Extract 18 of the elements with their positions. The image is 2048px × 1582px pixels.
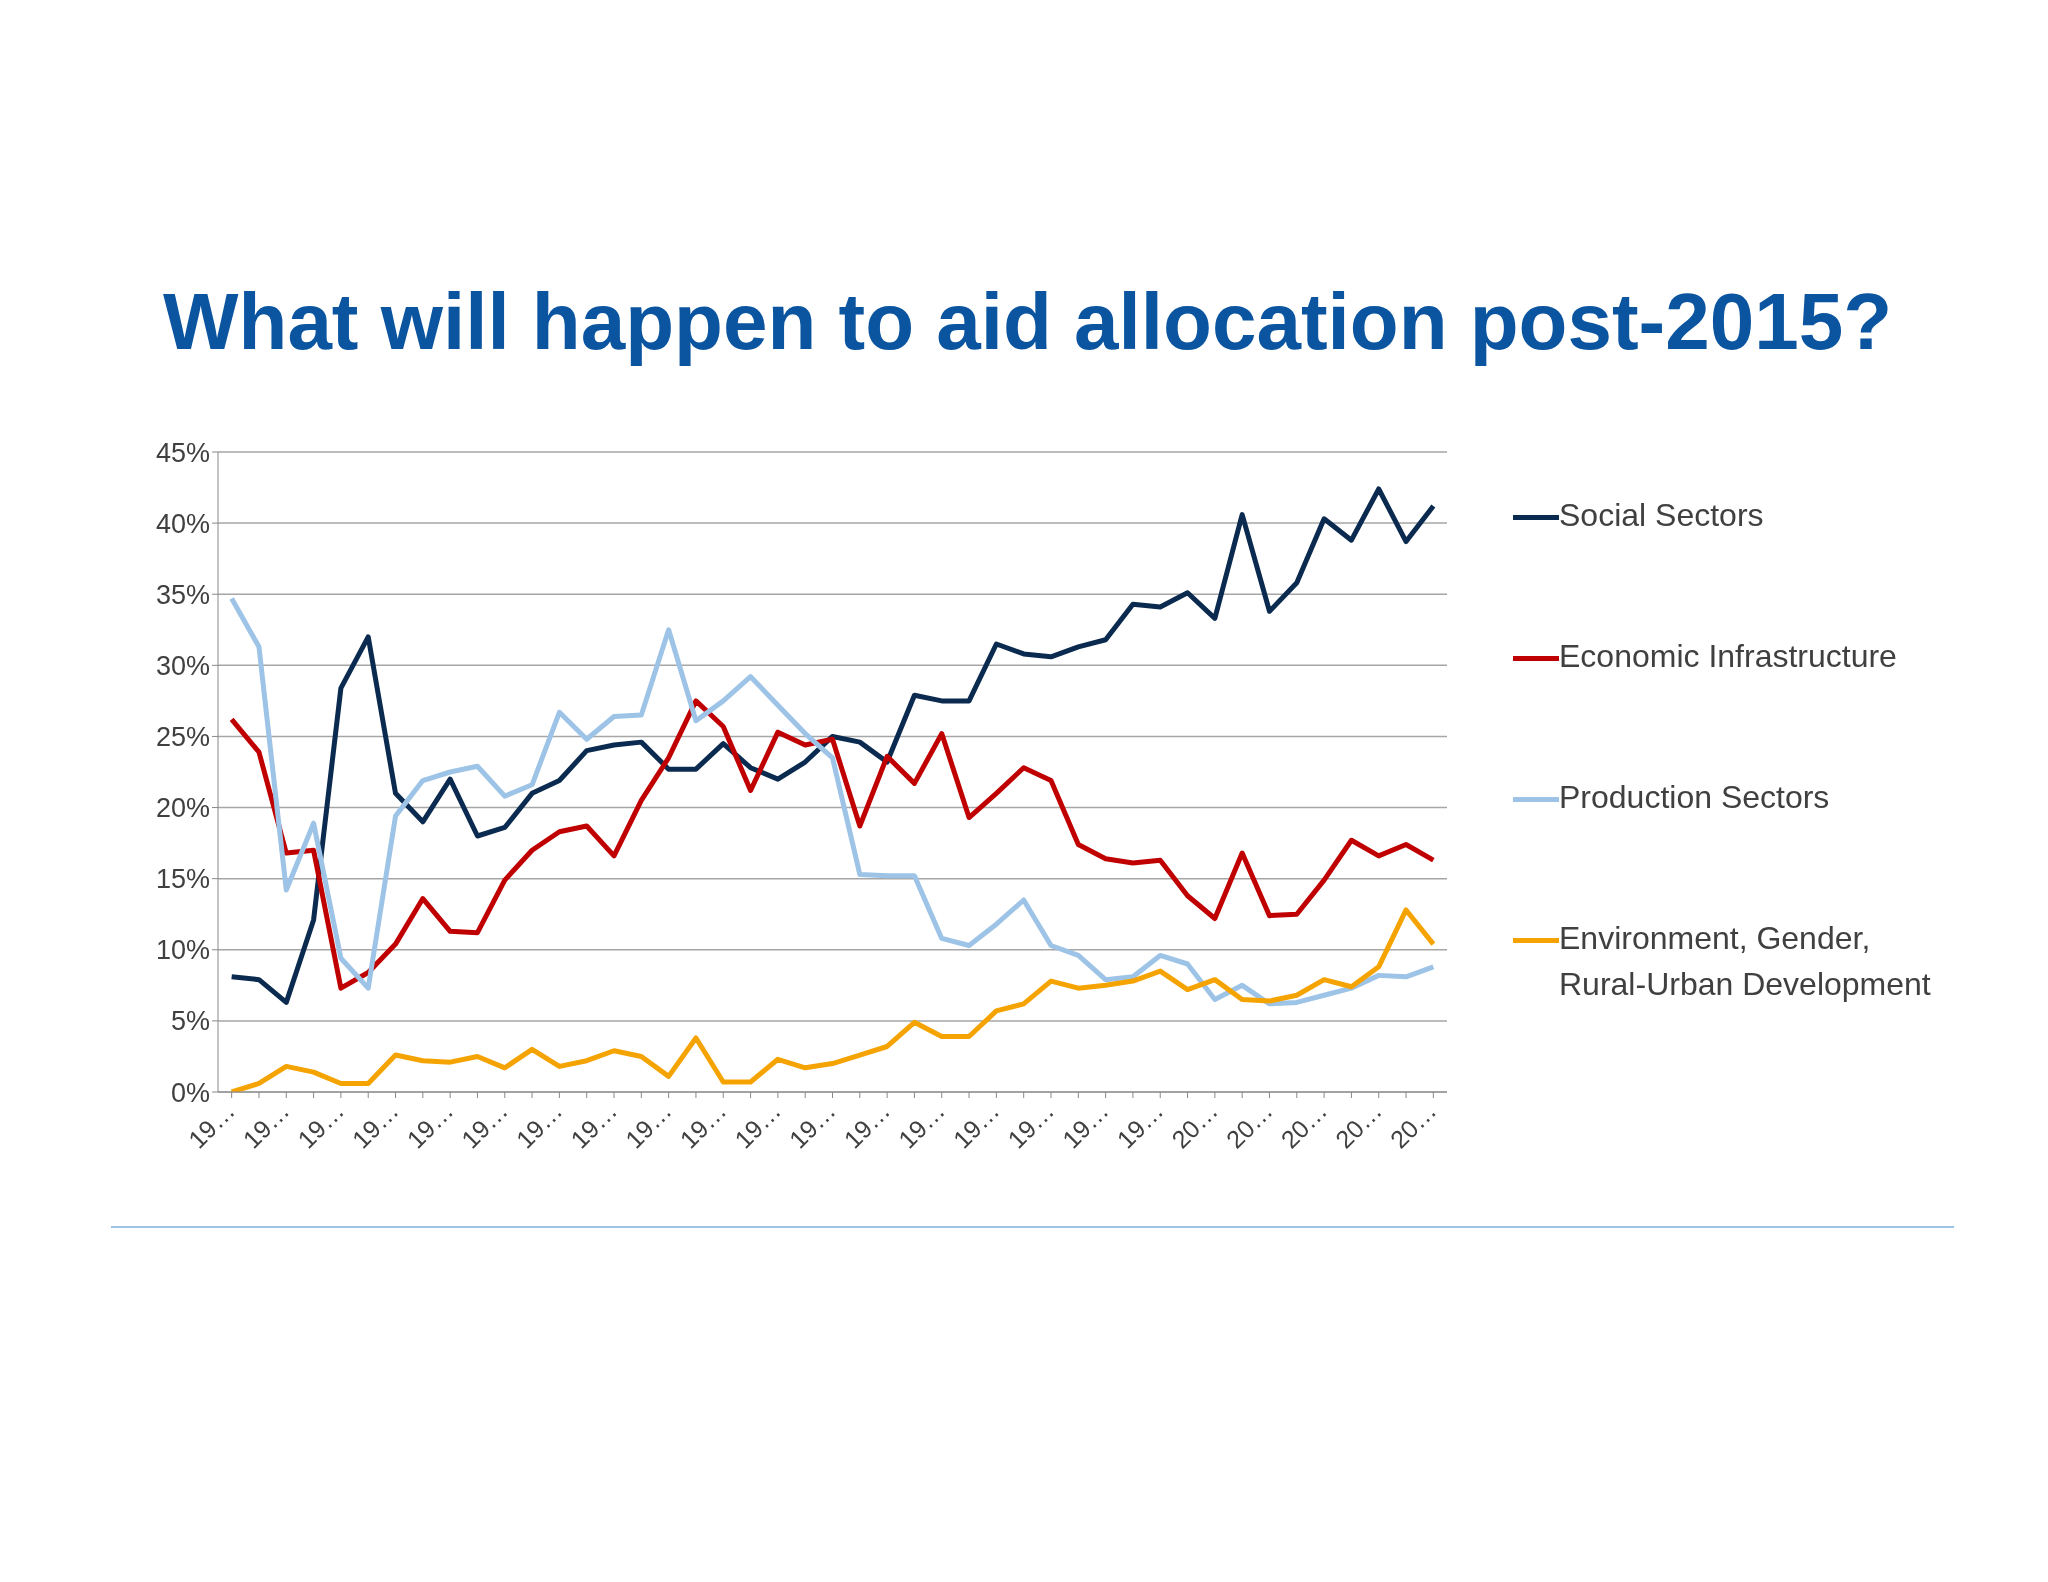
y-tick-label: 15%	[155, 864, 210, 895]
y-tick-label: 45%	[155, 437, 210, 468]
legend-label: Environment, Gender, Rural-Urban Development	[1559, 919, 1932, 1004]
x-tick-label: 19…	[947, 1096, 1005, 1154]
chart-title: What will happen to aid allocation post-2015?	[163, 276, 1893, 368]
y-tick-label: 5%	[170, 1006, 210, 1037]
y-tick-label: 0%	[170, 1077, 210, 1108]
legend-label: Social Sectors	[1559, 496, 1765, 535]
x-tick-label: 19…	[510, 1096, 568, 1154]
legend-label: Economic Infrastructure	[1559, 637, 1898, 676]
y-tick-label: 10%	[155, 935, 210, 966]
legend-label: Production Sectors	[1559, 778, 1831, 817]
y-tick-label: 25%	[155, 722, 210, 753]
y-tick-label: 20%	[155, 793, 210, 824]
y-tick-label: 40%	[155, 508, 210, 539]
y-tick-label: 35%	[155, 579, 210, 610]
x-tick-label: 20…	[1384, 1096, 1442, 1154]
y-tick-label: 30%	[155, 650, 210, 681]
